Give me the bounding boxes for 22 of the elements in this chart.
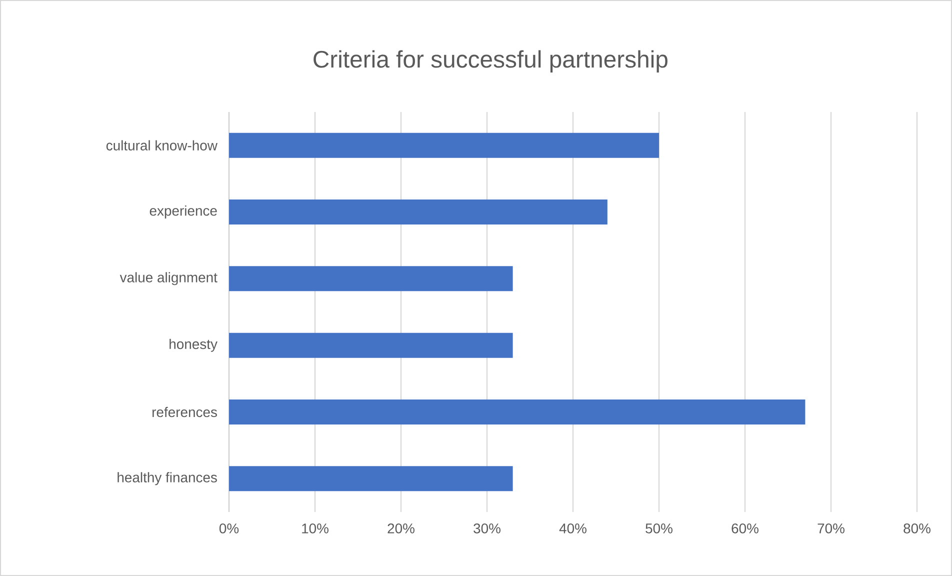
bar: [229, 466, 513, 492]
y-tick-label: experience: [150, 205, 217, 218]
x-tick-label: 80%: [904, 524, 930, 534]
x-tick-label: 50%: [646, 524, 672, 534]
chart-title: Criteria for successful partnership: [314, 50, 668, 73]
bar: [229, 132, 660, 158]
bar: [229, 199, 608, 224]
y-tick-label: value alignment: [120, 272, 218, 286]
bar: [229, 399, 806, 424]
bar: [229, 332, 513, 358]
x-tick-label: 70%: [818, 524, 844, 534]
x-tick-label: 0%: [219, 524, 239, 534]
x-tick-label: 10%: [302, 524, 328, 534]
y-tick-label: references: [152, 406, 217, 418]
x-tick-label: 40%: [559, 524, 586, 534]
x-tick-label: 20%: [388, 524, 414, 534]
y-tick-label: healthy finances: [118, 472, 217, 486]
x-tick-label: 60%: [732, 524, 758, 534]
y-tick-label: honesty: [170, 338, 218, 352]
y-tick-label: cultural know-how: [106, 140, 218, 150]
bar: [229, 266, 513, 292]
x-tick-label: 30%: [474, 524, 500, 534]
